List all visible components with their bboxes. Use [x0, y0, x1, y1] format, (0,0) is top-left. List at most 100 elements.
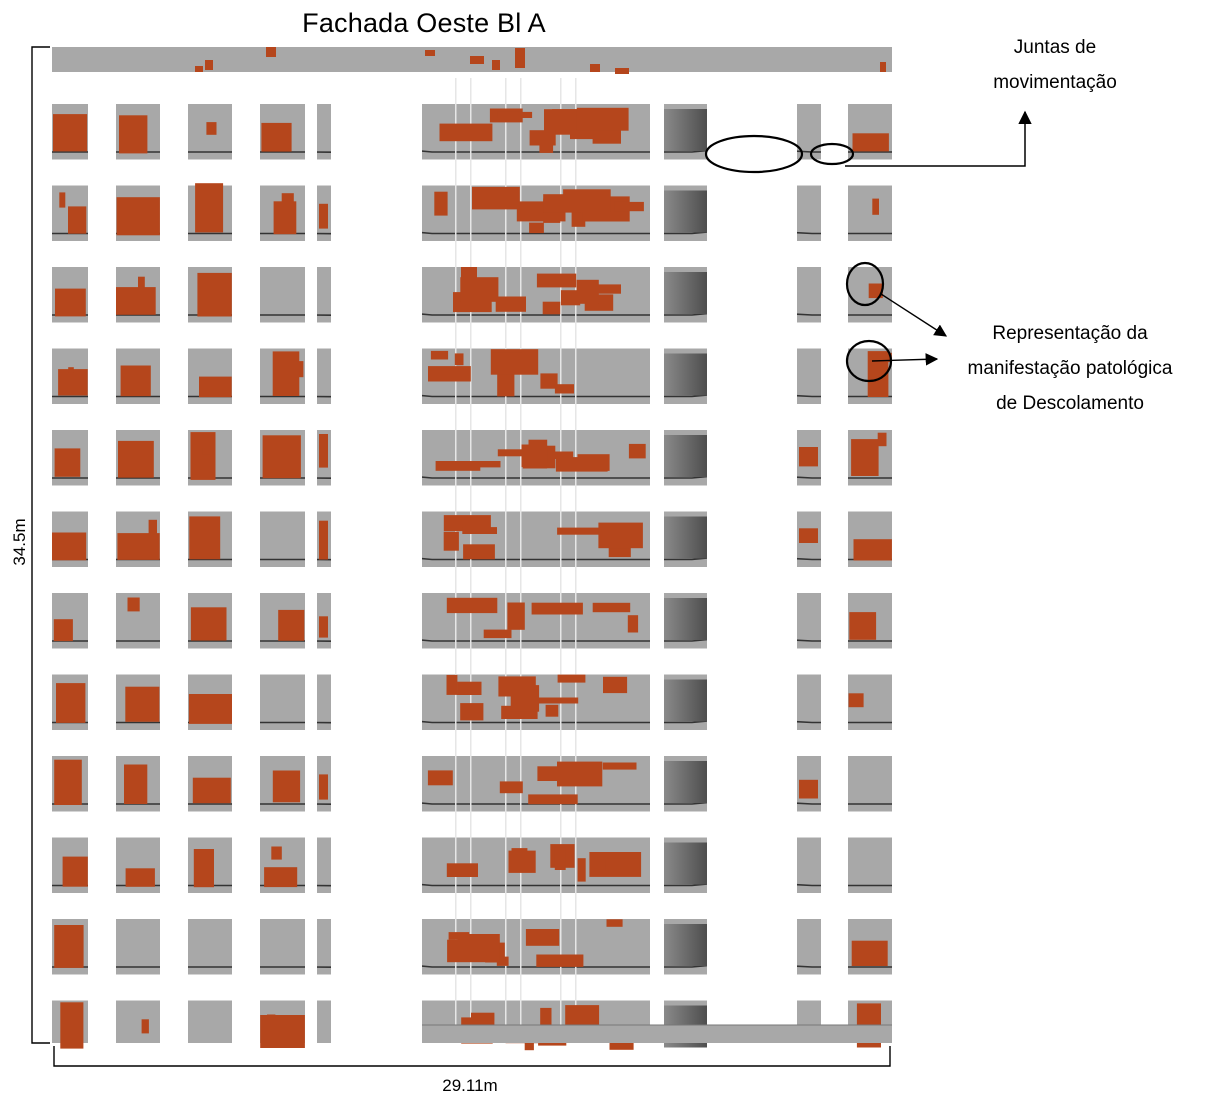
- dark-panel: [664, 272, 707, 314]
- detachment-patch: [849, 612, 877, 640]
- detachment-patch: [853, 539, 892, 561]
- detachment-patch: [872, 198, 879, 215]
- movement-joints-line-2: movimentação: [993, 72, 1117, 93]
- detachment-patch: [497, 111, 533, 118]
- width-dimension-label: 29.11m: [442, 1076, 498, 1095]
- detachment-patch: [62, 856, 88, 887]
- dark-panel: [664, 109, 707, 151]
- detachment-patch: [460, 703, 484, 721]
- detachment-patch: [591, 284, 621, 294]
- detachment-patch: [68, 367, 74, 373]
- detachment-patch: [260, 1015, 305, 1048]
- detachment-patch: [510, 685, 540, 712]
- window-column: [331, 78, 422, 1043]
- detachment-patch: [188, 694, 232, 724]
- detachment-line-1: Representação da: [992, 323, 1148, 344]
- facade-title: Fachada Oeste Bl A: [302, 8, 546, 38]
- window-mullion: [470, 78, 472, 1043]
- detachment-patch: [628, 443, 646, 459]
- detachment-patch: [319, 616, 328, 638]
- detachment-patch: [540, 373, 558, 389]
- detachment-patch: [614, 201, 644, 212]
- detachment-patch: [877, 432, 887, 447]
- detachment-patch: [605, 858, 640, 872]
- detachment-patch: [116, 287, 156, 315]
- detachment-patch: [193, 849, 214, 888]
- detachment-patch: [848, 693, 864, 708]
- annotation-overlay: [31, 46, 1032, 1067]
- detachment-patch: [266, 47, 276, 57]
- detachment-patch: [563, 189, 611, 212]
- detachment-annotation: Representação da manifestação patológica…: [920, 316, 1211, 421]
- detachment-patch: [439, 123, 493, 142]
- detachment-patch: [195, 66, 203, 72]
- window-mullion: [520, 78, 522, 1043]
- detachment-patch: [627, 615, 639, 633]
- detachment-patch: [197, 272, 232, 317]
- detachment-patch: [495, 296, 526, 312]
- dark-panel: [664, 679, 707, 722]
- detachment-patch: [190, 607, 227, 641]
- detachment-patch: [319, 774, 328, 800]
- detachment-patch: [542, 301, 561, 315]
- detachment-patch: [880, 62, 886, 72]
- detachment-patch: [539, 144, 554, 153]
- detachment-patch: [319, 434, 328, 468]
- detachment-patch: [606, 919, 623, 927]
- facade-elevation: [52, 47, 892, 1051]
- detachment-patch: [261, 122, 292, 152]
- detachment-patch: [590, 64, 600, 72]
- base-strip: [422, 1025, 892, 1043]
- detachment-patch: [124, 764, 148, 804]
- detachment-patch: [435, 461, 481, 471]
- detachment-patch: [190, 432, 216, 480]
- detachment-patch: [443, 531, 459, 551]
- detachment-highlight-ellipse: [845, 261, 885, 307]
- detachment-patch: [497, 368, 515, 397]
- detachment-patch: [127, 597, 140, 612]
- detachment-patch: [319, 203, 328, 229]
- dark-panel: [664, 924, 707, 966]
- window-column: [160, 78, 188, 1043]
- window-column: [88, 78, 116, 1043]
- detachment-patch: [117, 533, 160, 560]
- detachment-patch: [472, 186, 520, 210]
- detachment-patch: [271, 846, 282, 860]
- detachment-patch: [56, 683, 86, 723]
- detachment-patch: [554, 847, 566, 870]
- detachment-patch: [206, 122, 217, 135]
- window-column: [232, 78, 260, 1043]
- dark-panel: [664, 353, 707, 396]
- detachment-patch: [492, 60, 500, 70]
- detachment-patch: [267, 1014, 276, 1028]
- detachment-patch: [68, 206, 87, 234]
- window-column: [821, 78, 848, 1043]
- detachment-patch: [195, 205, 208, 215]
- detachment-patch: [603, 676, 628, 694]
- dark-panel: [664, 761, 707, 803]
- detachment-patch: [515, 48, 525, 68]
- detachment-patch: [272, 351, 300, 396]
- height-dimension-bracket: [31, 46, 50, 1044]
- detachment-patch: [272, 770, 301, 803]
- detachment-patch: [295, 361, 304, 378]
- detachment-patch: [278, 609, 305, 641]
- dark-panel: [664, 435, 707, 477]
- detachment-patch: [264, 867, 298, 888]
- detachment-patch: [507, 602, 525, 630]
- detachment-patch: [577, 454, 610, 471]
- detachment-patch: [531, 602, 583, 615]
- detachment-patch: [540, 1007, 552, 1028]
- detachment-patch: [461, 267, 477, 282]
- detachment-patch: [125, 686, 160, 722]
- detachment-patch: [528, 439, 548, 464]
- detachment-patch: [528, 794, 578, 805]
- window-column: [707, 78, 797, 1043]
- detachment-patch: [59, 192, 66, 208]
- detachment-patch: [54, 925, 84, 968]
- detachment-patch: [199, 376, 232, 398]
- detachment-patch: [799, 528, 818, 543]
- detachment-line-2: manifestação patológica: [967, 358, 1173, 379]
- detachment-leader-arrow: [880, 293, 948, 337]
- detachment-patch: [525, 929, 560, 946]
